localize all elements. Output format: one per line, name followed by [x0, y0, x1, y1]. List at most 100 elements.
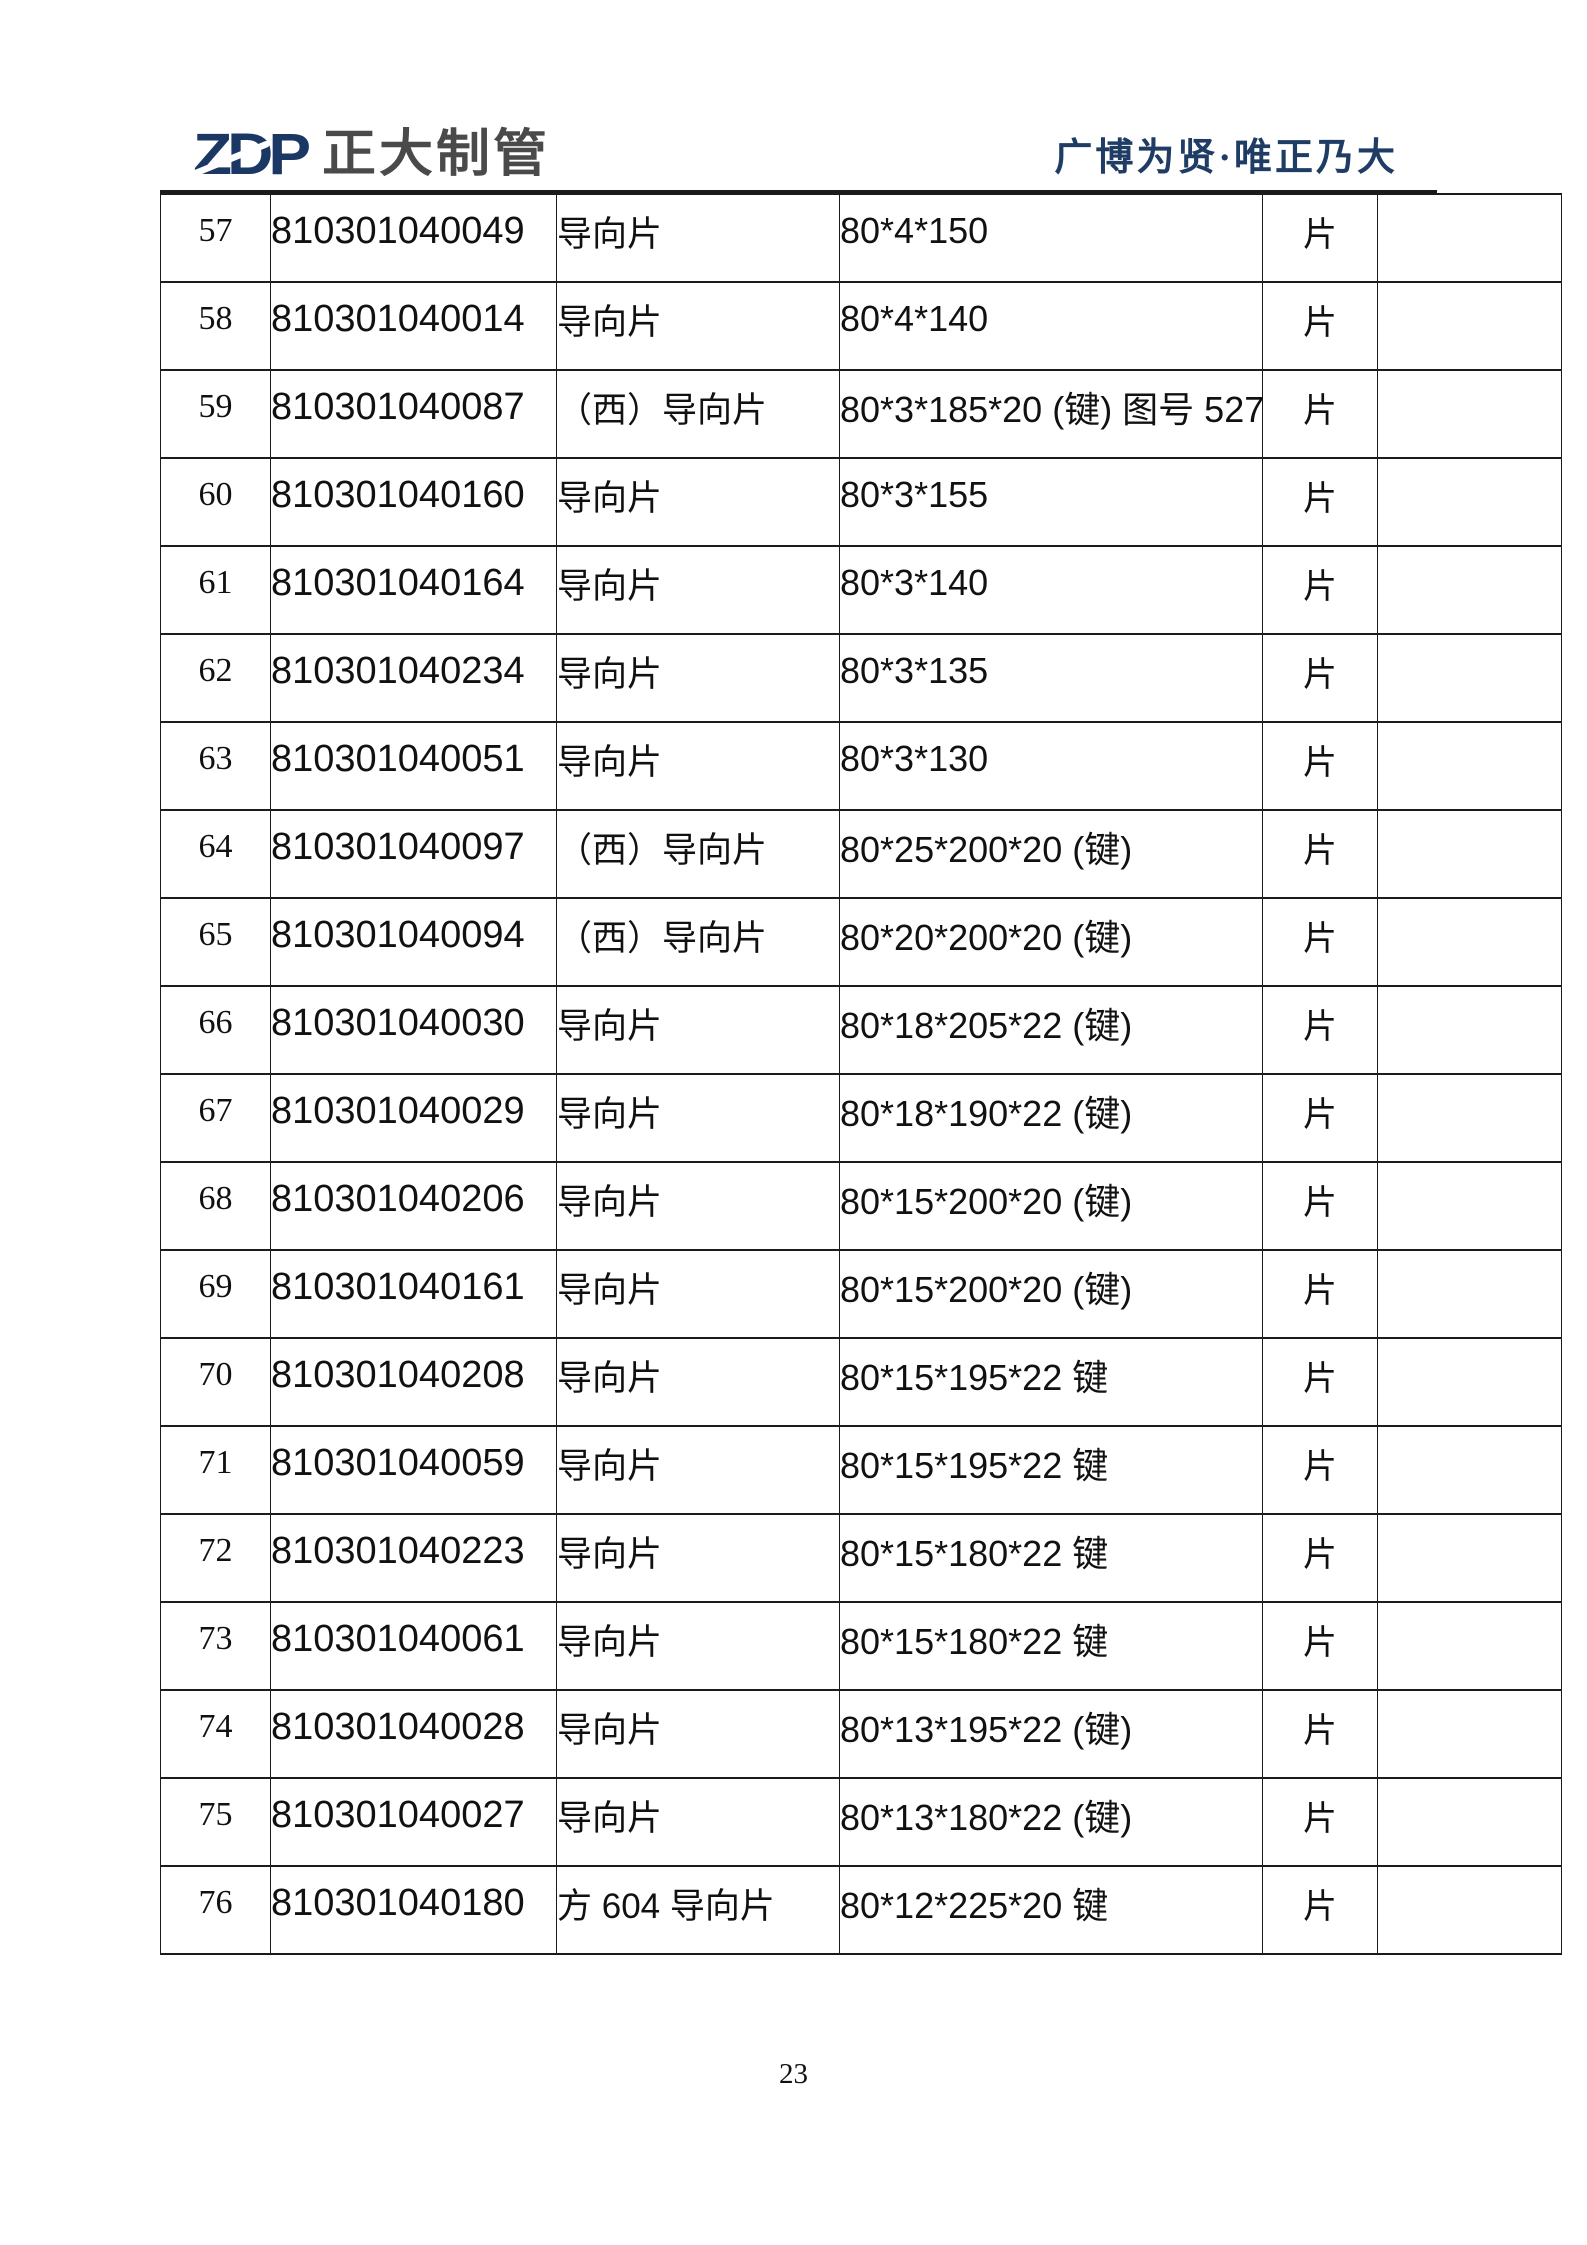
- part-name-cell: 导向片: [556, 1689, 840, 1779]
- header-divider: [160, 190, 1437, 194]
- part-code-cell: 810301040094: [270, 897, 557, 987]
- table-row: 57 810301040049 导向片 80*4*150 片: [160, 193, 1562, 283]
- part-code-cell: 810301040161: [270, 1249, 557, 1339]
- zdp-logo-text: ZDP: [193, 121, 311, 187]
- part-spec-cell: 80*3*185*20 (键) 图号 527: [839, 369, 1263, 459]
- row-number-cell: 68: [160, 1161, 271, 1251]
- unit-cell: 片: [1262, 1425, 1378, 1515]
- unit-cell: 片: [1262, 985, 1378, 1075]
- remark-cell: [1377, 1601, 1562, 1691]
- row-number-cell: 60: [160, 457, 271, 547]
- remark-cell: [1377, 897, 1562, 987]
- row-number-cell: 61: [160, 545, 271, 635]
- part-spec-cell: 80*13*180*22 (键): [839, 1777, 1263, 1867]
- table-row: 61 810301040164 导向片 80*3*140 片: [160, 545, 1562, 635]
- remark-cell: [1377, 1689, 1562, 1779]
- remark-cell: [1377, 457, 1562, 547]
- table-row: 66 810301040030 导向片 80*18*205*22 (键) 片: [160, 985, 1562, 1075]
- table-row: 74 810301040028 导向片 80*13*195*22 (键) 片: [160, 1689, 1562, 1779]
- remark-cell: [1377, 281, 1562, 371]
- parts-table-body: 57 810301040049 导向片 80*4*150 片 58 810301…: [160, 193, 1562, 1955]
- page-number: 23: [779, 2058, 808, 2090]
- part-code-cell: 810301040180: [270, 1865, 557, 1955]
- part-name-cell: 导向片: [556, 1073, 840, 1163]
- part-spec-cell: 80*4*150: [839, 193, 1263, 283]
- part-spec-cell: 80*3*140: [839, 545, 1263, 635]
- remark-cell: [1377, 1249, 1562, 1339]
- unit-cell: 片: [1262, 809, 1378, 899]
- part-code-cell: 810301040208: [270, 1337, 557, 1427]
- row-number-cell: 66: [160, 985, 271, 1075]
- unit-cell: 片: [1262, 633, 1378, 723]
- company-name: 正大制管: [322, 125, 550, 183]
- remark-cell: [1377, 1337, 1562, 1427]
- table-row: 59 810301040087 （西）导向片 80*3*185*20 (键) 图…: [160, 369, 1562, 459]
- remark-cell: [1377, 1777, 1562, 1867]
- part-spec-cell: 80*15*180*22 键: [839, 1513, 1263, 1603]
- part-name-cell: 导向片: [556, 1777, 840, 1867]
- part-name-cell: 导向片: [556, 1601, 840, 1691]
- table-row: 76 810301040180 方 604 导向片 80*12*225*20 键…: [160, 1865, 1562, 1955]
- table-row: 69 810301040161 导向片 80*15*200*20 (键) 片: [160, 1249, 1562, 1339]
- unit-cell: 片: [1262, 1073, 1378, 1163]
- zdp-logo-mark: ZDP: [189, 125, 311, 184]
- row-number-cell: 58: [160, 281, 271, 371]
- table-row: 75 810301040027 导向片 80*13*180*22 (键) 片: [160, 1777, 1562, 1867]
- part-name-cell: 导向片: [556, 1337, 840, 1427]
- table-row: 67 810301040029 导向片 80*18*190*22 (键) 片: [160, 1073, 1562, 1163]
- unit-cell: 片: [1262, 1249, 1378, 1339]
- part-code-cell: 810301040030: [270, 985, 557, 1075]
- part-code-cell: 810301040097: [270, 809, 557, 899]
- part-spec-cell: 80*3*135: [839, 633, 1263, 723]
- remark-cell: [1377, 1161, 1562, 1251]
- part-code-cell: 810301040014: [270, 281, 557, 371]
- part-code-cell: 810301040027: [270, 1777, 557, 1867]
- part-spec-cell: 80*4*140: [839, 281, 1263, 371]
- part-name-cell: 导向片: [556, 633, 840, 723]
- unit-cell: 片: [1262, 281, 1378, 371]
- row-number-cell: 67: [160, 1073, 271, 1163]
- part-spec-cell: 80*15*200*20 (键): [839, 1161, 1263, 1251]
- row-number-cell: 65: [160, 897, 271, 987]
- part-name-cell: （西）导向片: [556, 369, 840, 459]
- part-name-cell: （西）导向片: [556, 897, 840, 987]
- table-row: 73 810301040061 导向片 80*15*180*22 键 片: [160, 1601, 1562, 1691]
- part-spec-cell: 80*18*205*22 (键): [839, 985, 1263, 1075]
- unit-cell: 片: [1262, 1601, 1378, 1691]
- part-spec-cell: 80*20*200*20 (键): [839, 897, 1263, 987]
- table-row: 62 810301040234 导向片 80*3*135 片: [160, 633, 1562, 723]
- part-code-cell: 810301040028: [270, 1689, 557, 1779]
- part-name-cell: 导向片: [556, 1513, 840, 1603]
- remark-cell: [1377, 193, 1562, 283]
- remark-cell: [1377, 1513, 1562, 1603]
- part-spec-cell: 80*3*155: [839, 457, 1263, 547]
- part-code-cell: 810301040234: [270, 633, 557, 723]
- unit-cell: 片: [1262, 457, 1378, 547]
- part-name-cell: 导向片: [556, 985, 840, 1075]
- remark-cell: [1377, 1865, 1562, 1955]
- row-number-cell: 64: [160, 809, 271, 899]
- row-number-cell: 69: [160, 1249, 271, 1339]
- parts-table: 57 810301040049 导向片 80*4*150 片 58 810301…: [160, 193, 1562, 1955]
- table-row: 72 810301040223 导向片 80*15*180*22 键 片: [160, 1513, 1562, 1603]
- table-row: 64 810301040097 （西）导向片 80*25*200*20 (键) …: [160, 809, 1562, 899]
- table-row: 65 810301040094 （西）导向片 80*20*200*20 (键) …: [160, 897, 1562, 987]
- part-spec-cell: 80*12*225*20 键: [839, 1865, 1263, 1955]
- part-name-cell: 导向片: [556, 1425, 840, 1515]
- part-name-cell: （西）导向片: [556, 809, 840, 899]
- unit-cell: 片: [1262, 1337, 1378, 1427]
- part-code-cell: 810301040223: [270, 1513, 557, 1603]
- row-number-cell: 57: [160, 193, 271, 283]
- table-row: 58 810301040014 导向片 80*4*140 片: [160, 281, 1562, 371]
- table-row: 63 810301040051 导向片 80*3*130 片: [160, 721, 1562, 811]
- part-spec-cell: 80*15*180*22 键: [839, 1601, 1263, 1691]
- part-code-cell: 810301040160: [270, 457, 557, 547]
- part-code-cell: 810301040029: [270, 1073, 557, 1163]
- part-spec-cell: 80*13*195*22 (键): [839, 1689, 1263, 1779]
- part-name-cell: 导向片: [556, 1161, 840, 1251]
- part-spec-cell: 80*15*195*22 键: [839, 1425, 1263, 1515]
- table-row: 71 810301040059 导向片 80*15*195*22 键 片: [160, 1425, 1562, 1515]
- part-name-cell: 导向片: [556, 281, 840, 371]
- remark-cell: [1377, 1425, 1562, 1515]
- unit-cell: 片: [1262, 1513, 1378, 1603]
